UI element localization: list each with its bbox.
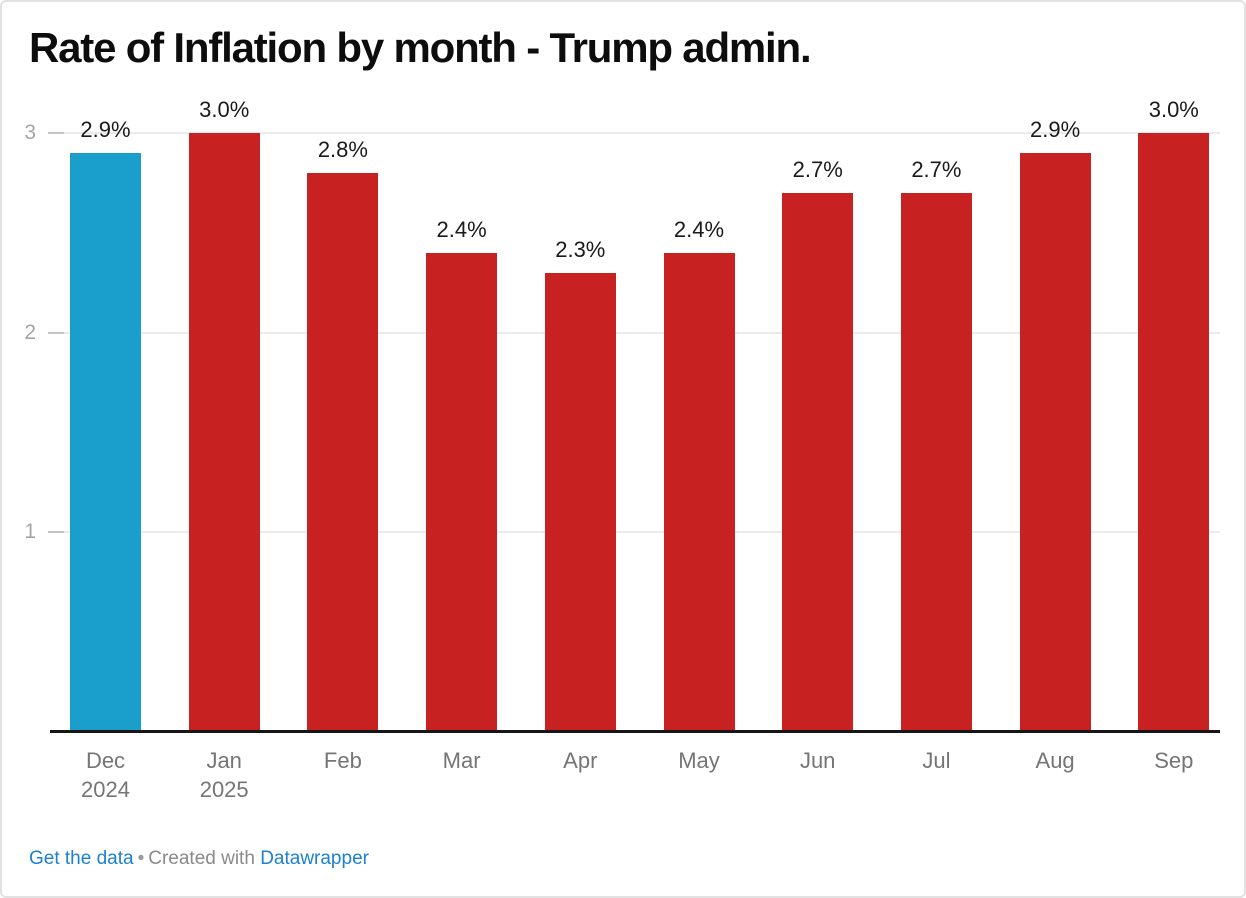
x-axis-label: Jul	[876, 746, 996, 775]
bar-value-label: 3.0%	[1148, 96, 1199, 122]
y-axis-tick	[48, 531, 64, 534]
x-axis-label: Aug	[995, 746, 1115, 775]
x-axis-label-line: Mar	[442, 748, 481, 773]
bar-value-label: 2.4%	[673, 216, 725, 242]
bar-value-label: 2.7%	[911, 156, 962, 182]
x-axis-label: Dec 2024	[46, 746, 166, 804]
gridline	[50, 531, 1220, 534]
y-axis-tick-label: 2	[24, 320, 36, 344]
x-axis-label: Mar	[402, 746, 522, 775]
y-axis-tick-label: 1	[24, 520, 36, 544]
x-axis-label-line: Sep	[1154, 748, 1194, 773]
bar-sep[interactable]	[1138, 132, 1210, 732]
x-axis-label: Jan 2025	[164, 746, 284, 804]
x-axis-label: May	[639, 746, 759, 775]
x-axis-label-line: 2024	[81, 777, 130, 802]
bar-value-label: 3.0%	[199, 96, 250, 122]
bar-value-label: 2.7%	[792, 156, 843, 182]
get-the-data-link[interactable]: Get the data	[29, 848, 134, 869]
gridline	[50, 331, 1220, 334]
bar-value-label: 2.4%	[436, 216, 487, 242]
bar-jun[interactable]	[782, 192, 854, 732]
x-axis-baseline	[50, 730, 1220, 733]
created-with-label: Created with	[148, 848, 255, 869]
y-axis-tick	[48, 131, 64, 134]
bar-value-label: 2.9%	[1030, 116, 1081, 142]
gridline	[50, 131, 1220, 134]
bar-feb[interactable]	[307, 172, 379, 732]
x-axis-label: Apr	[520, 746, 640, 775]
bar-jan[interactable]	[188, 132, 260, 732]
x-axis-label-line: Jun	[799, 748, 836, 773]
bar-value-label: 2.3%	[555, 236, 606, 262]
x-axis-label: Sep	[1114, 746, 1234, 775]
x-axis-label-line: 2025	[199, 777, 249, 802]
bar-value-label: 2.9%	[80, 116, 131, 142]
bar-apr[interactable]	[544, 272, 616, 732]
bar-may[interactable]	[663, 252, 735, 732]
x-axis-label-line: Feb	[323, 748, 362, 773]
chart-title: Rate of Inflation by month - Trump admin…	[29, 24, 812, 71]
y-axis-tick	[48, 331, 64, 334]
x-axis-label-line: Dec	[85, 748, 126, 773]
x-axis-label-line: Aug	[1035, 748, 1075, 773]
x-axis-label-line: Jan	[206, 748, 242, 773]
bar-mar[interactable]	[426, 252, 498, 732]
x-axis-label-line: May	[678, 748, 720, 773]
bar-dec[interactable]	[70, 152, 141, 732]
x-axis-label: Feb	[283, 746, 403, 775]
footer-separator: •	[137, 848, 145, 869]
x-axis-label: Jun	[758, 746, 878, 775]
y-axis-tick-label: 3	[24, 120, 36, 144]
chart-footer: Get the data • Created with Datawrapper	[29, 848, 369, 870]
datawrapper-link[interactable]: Datawrapper	[260, 848, 369, 869]
x-axis-label-line: Jul	[922, 748, 951, 773]
bar-value-label: 2.8%	[317, 136, 368, 162]
x-axis-label-line: Apr	[563, 748, 598, 773]
bar-aug[interactable]	[1019, 152, 1091, 732]
bar-jul[interactable]	[900, 192, 972, 732]
